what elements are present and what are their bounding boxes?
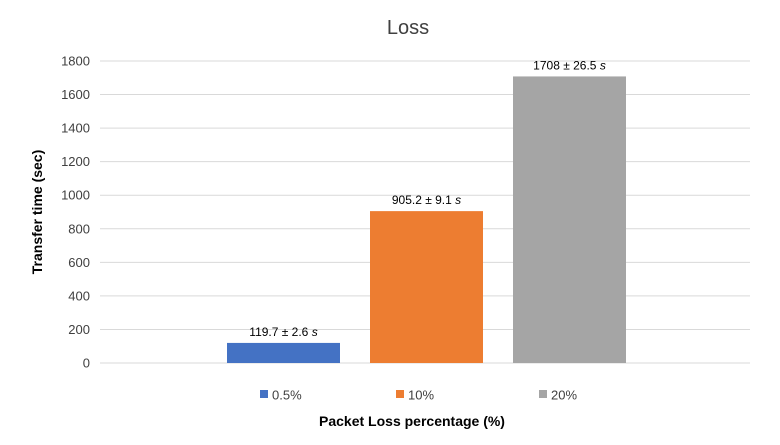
y-tick-label: 800 xyxy=(68,221,90,236)
legend-swatch xyxy=(539,390,547,398)
bars xyxy=(227,76,626,364)
y-axis-label: Transfer time (sec) xyxy=(29,150,45,275)
legend-item: 10% xyxy=(396,388,434,403)
legend-swatch xyxy=(396,390,404,398)
legend-label: 20% xyxy=(551,388,577,403)
bar-3 xyxy=(513,76,626,364)
y-tick-label: 1200 xyxy=(61,154,90,169)
legend-swatch xyxy=(260,390,268,398)
legend-item: 0.5% xyxy=(260,388,302,403)
bar-2 xyxy=(370,211,483,363)
legend-label: 0.5% xyxy=(272,388,302,403)
x-axis-label: Packet Loss percentage (%) xyxy=(319,413,505,429)
y-tick-label: 200 xyxy=(68,322,90,337)
legend-item: 20% xyxy=(539,388,577,403)
data-labels: 119.7 ± 2.6 s 905.2 ± 9.1 s 1708 ± 26.5 s xyxy=(249,58,606,338)
y-axis-ticks: 0 200 400 600 800 1000 1200 1400 1600 1800 xyxy=(61,54,90,371)
y-tick-label: 600 xyxy=(68,255,90,270)
chart-title: Loss xyxy=(387,17,429,39)
y-tick-label: 1000 xyxy=(61,188,90,203)
data-label: 905.2 ± 9.1 s xyxy=(392,193,461,207)
y-tick-label: 1400 xyxy=(61,121,90,136)
y-tick-label: 1600 xyxy=(61,87,90,102)
y-tick-label: 1800 xyxy=(61,54,90,69)
data-label: 119.7 ± 2.6 s xyxy=(249,325,317,339)
legend: 0.5% 10% 20% xyxy=(260,388,577,403)
legend-label: 10% xyxy=(408,388,434,403)
y-tick-label: 0 xyxy=(83,356,90,371)
data-label: 1708 ± 26.5 s xyxy=(533,58,606,72)
y-tick-label: 400 xyxy=(68,288,90,303)
bar-1 xyxy=(227,342,340,363)
